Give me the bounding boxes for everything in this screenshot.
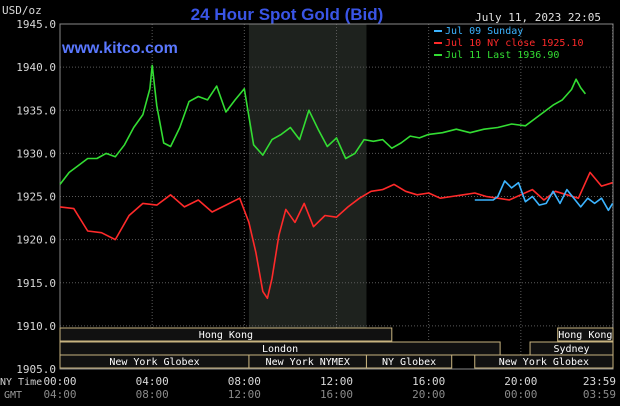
x-tick-label-gmt: 04:00 xyxy=(43,388,76,401)
y-tick-label: 1910.0 xyxy=(16,320,56,333)
nymex-shaded-region xyxy=(248,24,367,369)
legend-label: Jul 09 Sunday xyxy=(445,26,523,37)
session-bar xyxy=(365,354,453,369)
x-tick-label-ny: 16:00 xyxy=(412,375,445,388)
session-bar xyxy=(474,354,614,369)
x-tick-label-gmt: 03:59 xyxy=(583,388,616,401)
session-label: New York Globex xyxy=(109,357,199,368)
gmt-row-label: GMT xyxy=(4,390,22,401)
x-tick-label-gmt: 00:00 xyxy=(504,388,537,401)
x-tick-label-gmt: 08:00 xyxy=(136,388,169,401)
x-tick-label-gmt: 12:00 xyxy=(228,388,261,401)
session-label: NY Globex xyxy=(382,357,436,368)
x-tick-label-ny: 12:00 xyxy=(320,375,353,388)
legend-label: Jul 11 Last 1936.90 xyxy=(445,50,559,61)
x-tick-label-ny: 20:00 xyxy=(504,375,537,388)
y-tick-label: 1945.0 xyxy=(16,18,56,31)
series-lines xyxy=(59,64,614,300)
session-label: Sydney xyxy=(553,344,589,355)
y-axis-unit-label: USD/oz xyxy=(2,4,42,17)
y-tick-label: 1905.0 xyxy=(16,363,56,376)
kitco-watermark[interactable]: www.kitco.com xyxy=(61,40,178,57)
series-line-1 xyxy=(59,171,613,300)
x-tick-label-ny: 23:59 xyxy=(583,375,616,388)
y-axis-ticks: 1905.0 1910.0 1915.0 1920.0 1925.0 1930.0 1935… xyxy=(16,18,56,376)
session-label: Hong Kong xyxy=(558,330,612,341)
y-tick-label: 1935.0 xyxy=(16,104,56,117)
chart-title: 24 Hour Spot Gold (Bid) xyxy=(191,5,384,24)
y-tick-label: 1940.0 xyxy=(16,61,56,74)
y-tick-label: 1925.0 xyxy=(16,191,56,204)
session-bar xyxy=(59,327,393,342)
ny-time-row-label: NY Time xyxy=(0,377,42,388)
x-tick-label-ny: 08:00 xyxy=(228,375,261,388)
x-tick-label-ny: 04:00 xyxy=(136,375,169,388)
plot-frame xyxy=(59,23,614,370)
y-tick-label: 1930.0 xyxy=(16,147,56,160)
legend-label: Jul 10 NY close 1925.10 xyxy=(445,38,583,49)
session-label: London xyxy=(262,344,298,355)
session-label: New York NYMEX xyxy=(266,357,350,368)
chart-datetime: July 11, 2023 22:05 xyxy=(475,11,601,24)
series-line-0 xyxy=(474,180,614,212)
session-label: Hong Kong xyxy=(199,330,253,341)
x-tick-label-ny: 00:00 xyxy=(43,375,76,388)
y-tick-label: 1915.0 xyxy=(16,277,56,290)
y-tick-label: 1920.0 xyxy=(16,234,56,247)
series-line-2 xyxy=(59,64,587,185)
session-label: New York Globex xyxy=(499,357,589,368)
x-tick-label-gmt: 20:00 xyxy=(412,388,445,401)
x-tick-label-gmt: 16:00 xyxy=(320,388,353,401)
session-bar xyxy=(557,327,614,342)
x-axis-ticks: 00:0004:0004:0008:0008:0012:0012:0016:00… xyxy=(43,375,616,401)
session-bars: Hong Kong Hong Kong London Sydney New York G… xyxy=(59,327,614,369)
